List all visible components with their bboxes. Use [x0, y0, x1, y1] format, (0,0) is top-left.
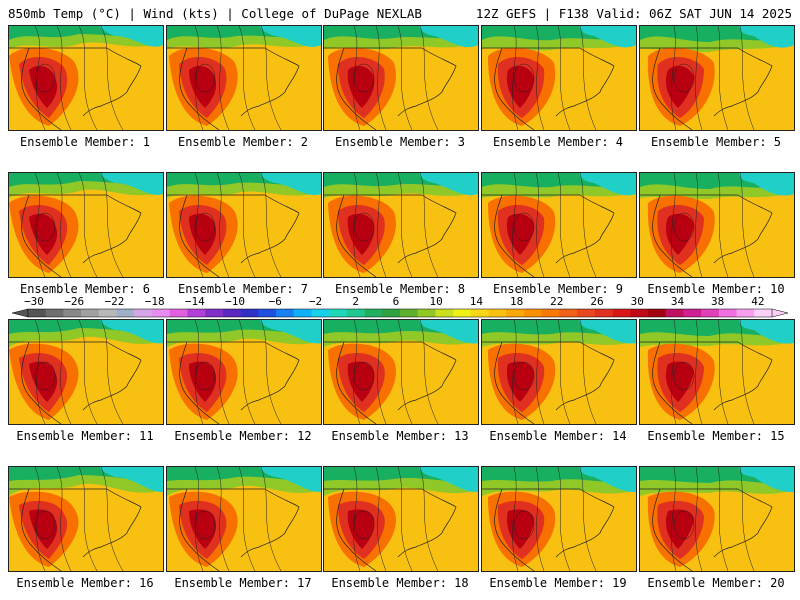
ensemble-member-label: Ensemble Member: 7 [177, 282, 309, 296]
ensemble-member-label: Ensemble Member: 11 [16, 429, 154, 443]
colorbar-tick-label: 22 [550, 296, 563, 308]
colorbar-tick-label: 6 [393, 296, 400, 308]
ensemble-member-label: Ensemble Member: 8 [334, 282, 466, 296]
colorbar-tick-label: −6 [269, 296, 282, 308]
ensemble-member-label: Ensemble Member: 12 [174, 429, 312, 443]
colorbar-tick-label: 38 [711, 296, 724, 308]
ensemble-map-9 [481, 172, 637, 278]
colorbar-tick-label: −18 [145, 296, 165, 308]
colorbar-tick-label: 34 [671, 296, 685, 308]
ensemble-map-8 [323, 172, 479, 278]
ensemble-map-16 [8, 466, 164, 572]
ensemble-member-label: Ensemble Member: 5 [650, 135, 782, 149]
map-title: 850mb Temp (°C) | Wind (kts) | College o… [8, 6, 422, 21]
ensemble-map-1 [8, 25, 164, 131]
colorbar-tick-label: 26 [590, 296, 603, 308]
ensemble-map-15 [639, 319, 795, 425]
ensemble-map-20 [639, 466, 795, 572]
ensemble-member-label: Ensemble Member: 15 [647, 429, 785, 443]
ensemble-member-label: Ensemble Member: 13 [331, 429, 469, 443]
ensemble-member-label: Ensemble Member: 6 [19, 282, 151, 296]
ensemble-member-label: Ensemble Member: 19 [489, 576, 627, 590]
ensemble-map-13 [323, 319, 479, 425]
ensemble-map-2 [166, 25, 322, 131]
ensemble-map-3 [323, 25, 479, 131]
colorbar-tick-label: 10 [430, 296, 443, 308]
ensemble-map-18 [323, 466, 479, 572]
temperature-colorbar: −30 −26 −22 −18 −14 −10 −6 −2 2 6 10 14 18 22 26 30 34 38… [8, 296, 792, 320]
colorbar-tick-label: −14 [185, 296, 205, 308]
ensemble-member-label: Ensemble Member: 4 [492, 135, 624, 149]
colorbar-tick-label: 2 [352, 296, 359, 308]
colorbar-tick-label: −26 [64, 296, 84, 308]
ensemble-member-label: Ensemble Member: 1 [19, 135, 151, 149]
ensemble-map-12 [166, 319, 322, 425]
ensemble-member-label: Ensemble Member: 9 [492, 282, 624, 296]
ensemble-member-label: Ensemble Member: 14 [489, 429, 627, 443]
ensemble-map-11 [8, 319, 164, 425]
colorbar-tick-label: −2 [309, 296, 322, 308]
colorbar-tick-label: 42 [751, 296, 764, 308]
colorbar-tick-label: 18 [510, 296, 523, 308]
ensemble-member-label: Ensemble Member: 18 [331, 576, 469, 590]
ensemble-map-10 [639, 172, 795, 278]
run-valid-time: 12Z GEFS | F138 Valid: 06Z SAT JUN 14 20… [475, 6, 792, 21]
ensemble-member-label: Ensemble Member: 3 [334, 135, 466, 149]
colorbar-tick-label: −30 [24, 296, 44, 308]
ensemble-map-17 [166, 466, 322, 572]
ensemble-map-14 [481, 319, 637, 425]
colorbar-tick-label: 30 [631, 296, 644, 308]
ensemble-member-label: Ensemble Member: 20 [647, 576, 785, 590]
colorbar-tick-label: 14 [470, 296, 484, 308]
colorbar-tick-label: −22 [104, 296, 124, 308]
ensemble-member-label: Ensemble Member: 10 [647, 282, 785, 296]
ensemble-member-label: Ensemble Member: 16 [16, 576, 154, 590]
ensemble-member-label: Ensemble Member: 2 [177, 135, 309, 149]
ensemble-map-19 [481, 466, 637, 572]
ensemble-member-label: Ensemble Member: 17 [174, 576, 312, 590]
ensemble-map-7 [166, 172, 322, 278]
ensemble-map-6 [8, 172, 164, 278]
ensemble-map-4 [481, 25, 637, 131]
ensemble-map-5 [639, 25, 795, 131]
colorbar-tick-label: −10 [225, 296, 245, 308]
